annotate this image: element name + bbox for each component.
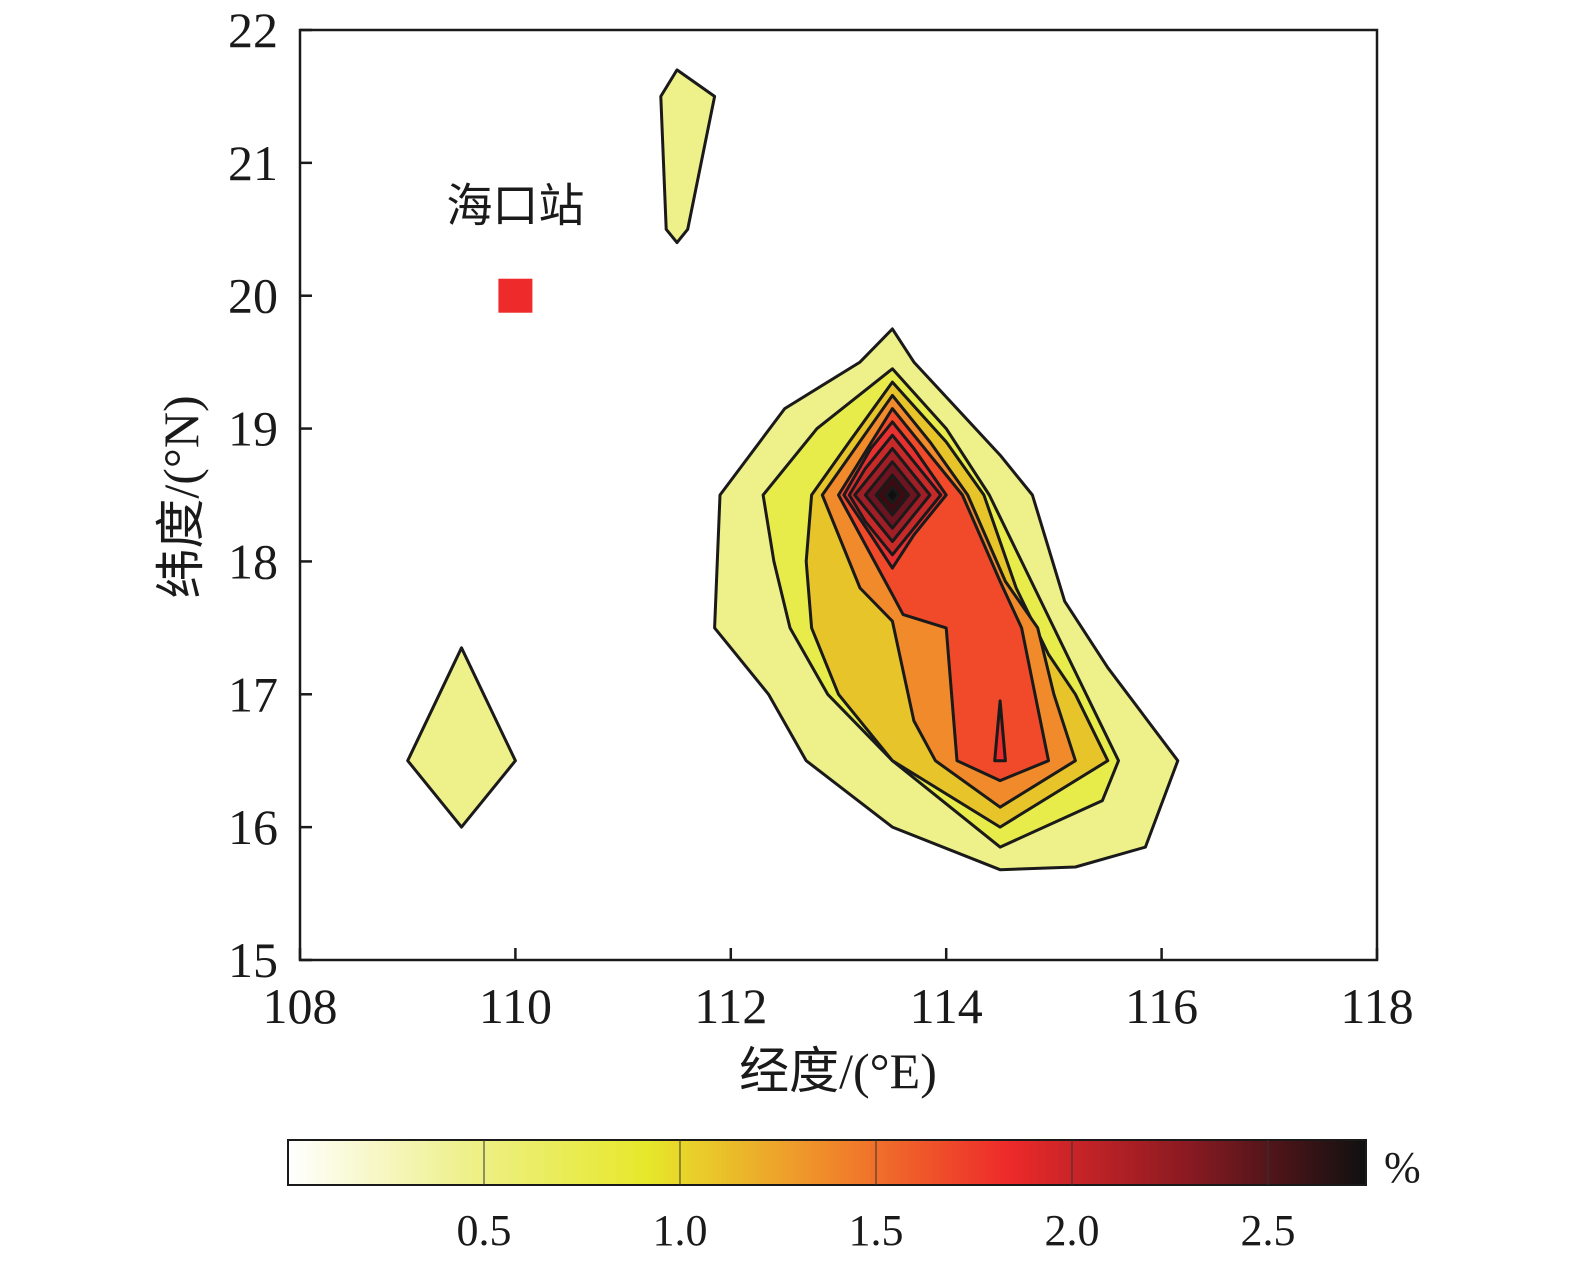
y-tick-label: 16	[228, 799, 278, 855]
y-tick-label: 20	[228, 268, 278, 324]
x-tick-label: 112	[694, 978, 767, 1034]
y-tick-label: 17	[228, 666, 278, 722]
y-tick-label: 21	[228, 135, 278, 191]
y-tick-label: 22	[228, 2, 278, 58]
contour-region-main-peak	[884, 485, 901, 505]
contour-regions	[406, 68, 1180, 872]
colorbar-tick-label: 2.0	[1045, 1206, 1100, 1255]
colorbar: 0.5 1.0 1.5 2.0 2.5 %	[287, 1139, 1421, 1255]
y-tick-label: 15	[228, 932, 278, 988]
x-tick-label: 116	[1125, 978, 1198, 1034]
contour-region-north-island	[659, 68, 717, 245]
colorbar-gradient	[287, 1139, 1367, 1186]
x-tick-label: 108	[263, 978, 338, 1034]
x-tick-label: 114	[910, 978, 983, 1034]
x-tick-label: 110	[479, 978, 552, 1034]
contour-region-sliver	[993, 699, 1007, 763]
y-tick-label: 18	[228, 533, 278, 589]
x-tick-label: 118	[1340, 978, 1413, 1034]
colorbar-tick-label: 1.0	[653, 1206, 708, 1255]
station-label: 海口站	[446, 181, 584, 232]
axis-ticks: 108 110 112 114 116 118 15 16 17 18 19 20 21 22	[228, 2, 1414, 1034]
colorbar-tick-label: 1.5	[849, 1206, 904, 1255]
colorbar-ticks: 0.5 1.0 1.5 2.0 2.5	[457, 1140, 1296, 1255]
contour-region-west-diamond	[406, 646, 517, 829]
station-annotation: 海口站	[446, 181, 584, 313]
plot-frame	[298, 28, 1379, 962]
station-marker-square	[498, 278, 533, 313]
y-tick-label: 19	[228, 401, 278, 457]
y-axis-title: 纬度/(°N)	[153, 395, 209, 598]
colorbar-tick-label: 2.5	[1241, 1206, 1296, 1255]
colorbar-unit: %	[1384, 1143, 1421, 1192]
colorbar-tick-label: 0.5	[457, 1206, 512, 1255]
x-axis-title: 经度/(°E)	[739, 1043, 937, 1099]
